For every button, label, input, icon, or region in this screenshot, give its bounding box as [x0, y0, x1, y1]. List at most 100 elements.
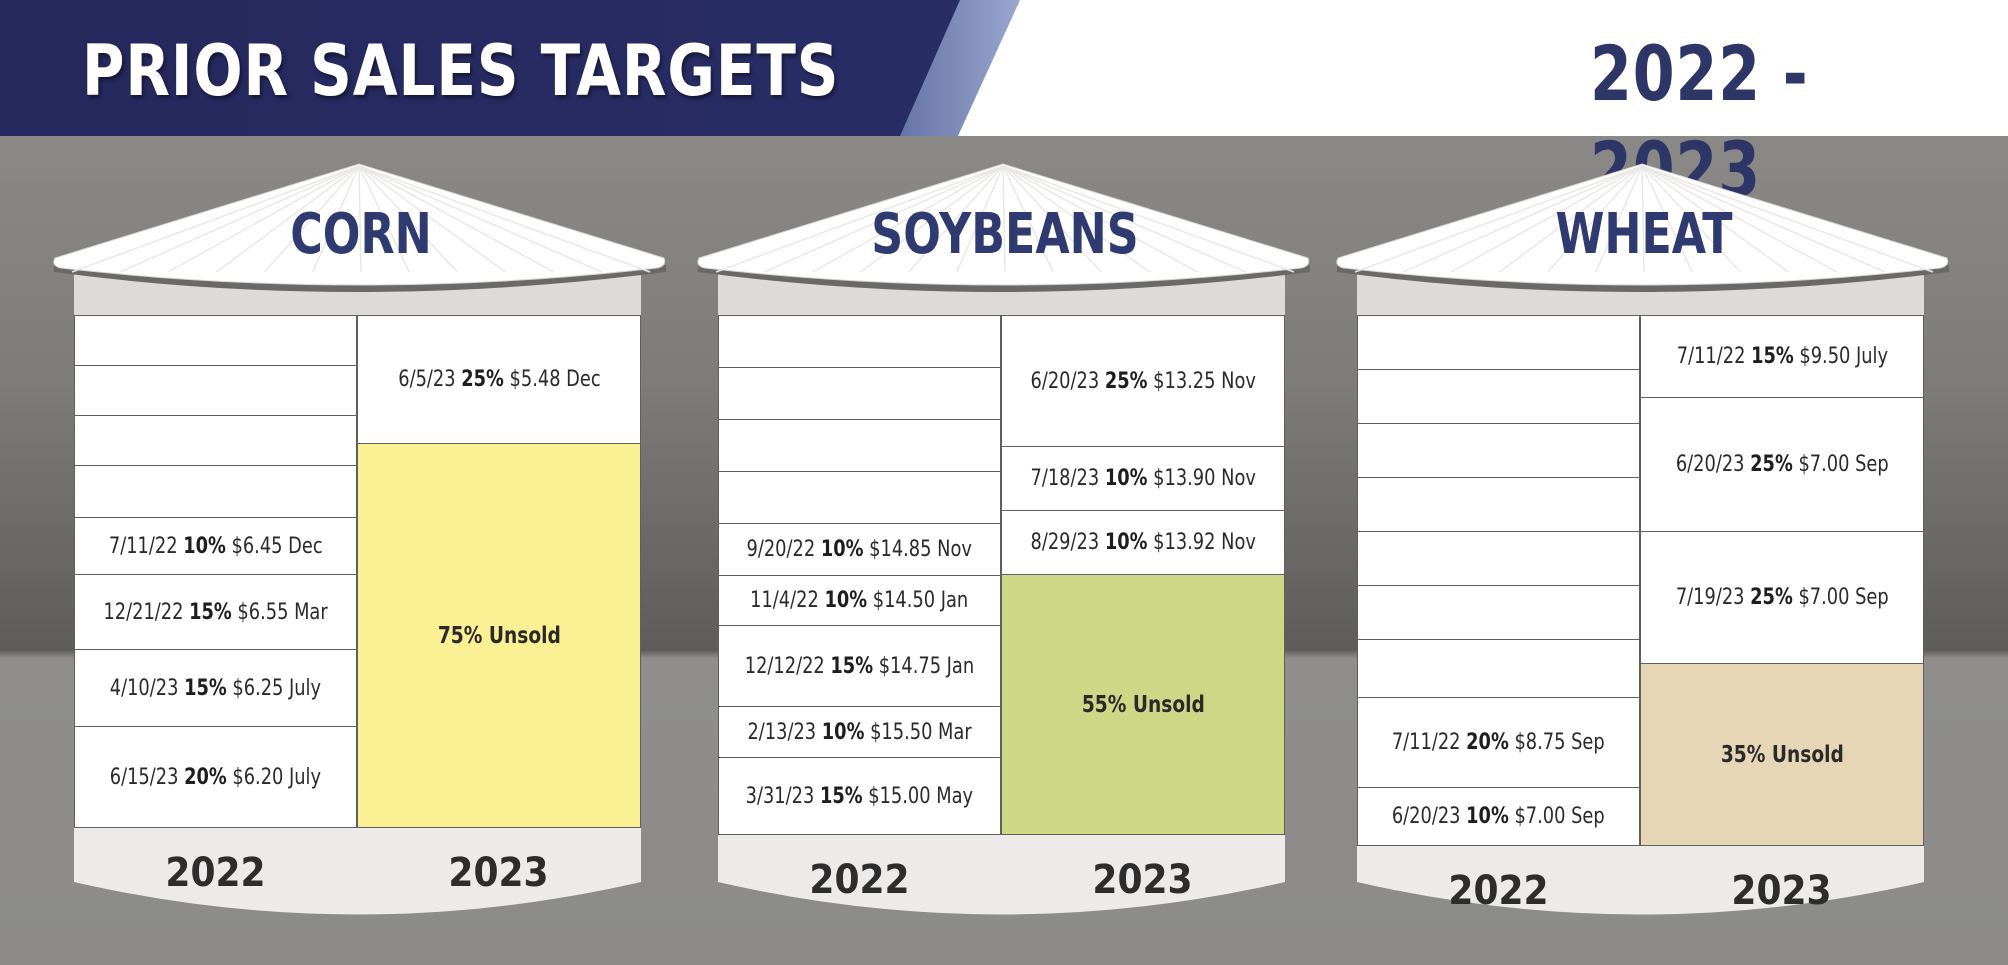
sale-row: 4/10/23 15% $6.25 July	[74, 649, 357, 727]
sale-entry-text: 6/20/23 25% $13.25 Nov	[1030, 369, 1255, 394]
column-label-2023: 2023	[448, 850, 549, 896]
sale-entry-text: 12/21/22 15% $6.55 Mar	[103, 600, 327, 625]
empty-row	[1357, 315, 1640, 370]
empty-row	[1357, 531, 1640, 586]
sale-price: $9.50 July	[1798, 344, 1888, 369]
sale-row: 7/11/22 10% $6.45 Dec	[74, 517, 357, 575]
sale-row: 2/13/23 10% $15.50 Mar	[718, 706, 1001, 758]
silo-roof	[53, 163, 666, 286]
sale-percent: 15%	[189, 599, 232, 625]
roof-rib	[1402, 165, 1643, 273]
sale-entry-text: 2/13/23 10% $15.50 Mar	[747, 720, 971, 745]
year-range: 2022 - 2023	[1590, 29, 1809, 214]
sale-entry-text: 3/31/23 15% $15.00 May	[746, 784, 973, 809]
silo-title: CORN	[290, 202, 432, 267]
sale-date: 8/29/23	[1030, 530, 1099, 555]
roof-rib	[1641, 165, 1934, 273]
sale-row: 6/20/23 25% $7.00 Sep	[1640, 397, 1924, 532]
empty-row	[1357, 639, 1640, 698]
sale-row: 6/15/23 20% $6.20 July	[74, 726, 357, 828]
sale-date: 7/11/22	[108, 533, 178, 559]
sale-row: 12/12/22 15% $14.75 Jan	[718, 625, 1001, 707]
roof-rib	[1641, 165, 1838, 273]
empty-row	[1357, 477, 1640, 532]
sale-percent: 25%	[1749, 452, 1793, 477]
unsold-label: 75% Unsold	[437, 622, 561, 649]
sale-price: $14.85 Nov	[869, 537, 973, 562]
sale-price: $8.75 Sep	[1514, 730, 1605, 755]
silo-roof	[1336, 163, 1949, 286]
sale-entry-text: 7/18/23 10% $13.90 Nov	[1030, 466, 1255, 491]
roof-rib	[1450, 165, 1643, 273]
sale-row: 8/29/23 10% $13.92 Nov	[1001, 510, 1285, 575]
sale-price: $7.00 Sep	[1798, 452, 1889, 477]
empty-row	[718, 471, 1001, 524]
sale-price: $5.48 Dec	[509, 367, 601, 392]
sales-table: 7/11/22 10% $6.45 Dec 12/21/22 15% $6.55 …	[74, 315, 641, 828]
sale-price: $14.50 Jan	[873, 588, 969, 613]
sale-price: $6.45 Dec	[231, 533, 323, 559]
roof-rib	[1499, 165, 1643, 273]
sale-percent: 20%	[184, 764, 227, 790]
roof-shadow	[698, 265, 1310, 292]
empty-row	[74, 315, 357, 366]
sale-date: 7/19/23	[1675, 585, 1745, 610]
sale-date: 6/5/23	[397, 367, 456, 392]
roof-shadow	[54, 265, 666, 292]
sale-price: $7.00 Sep	[1798, 585, 1889, 610]
sale-price: $13.90 Nov	[1152, 466, 1256, 491]
roof-rib	[1002, 165, 1006, 273]
roof-rib	[358, 165, 506, 273]
column-label-2022: 2022	[1448, 868, 1549, 914]
unsold-block: 35% Unsold	[1640, 663, 1924, 846]
sale-row: 9/20/22 10% $14.85 Nov	[718, 523, 1001, 576]
roof-rib	[811, 165, 1004, 273]
column-label-2023: 2023	[1731, 868, 1832, 914]
sale-date: 4/10/23	[109, 675, 179, 701]
sale-row: 6/20/23 10% $7.00 Sep	[1357, 787, 1640, 846]
sale-percent: 15%	[830, 653, 874, 679]
roof-rib	[167, 165, 360, 273]
sale-date: 3/31/23	[745, 783, 815, 809]
sale-row: 7/11/22 20% $8.75 Sep	[1357, 697, 1640, 788]
sale-price: $13.92 Nov	[1152, 530, 1256, 555]
sale-percent: 10%	[821, 537, 864, 562]
empty-row	[718, 315, 1001, 368]
sale-entry-text: 6/20/23 25% $7.00 Sep	[1676, 452, 1889, 477]
sale-row: 7/18/23 10% $13.90 Nov	[1001, 446, 1285, 511]
sale-date: 6/20/23	[1030, 368, 1099, 394]
sale-date: 12/21/22	[103, 599, 184, 625]
sale-price: $15.50 Mar	[870, 719, 972, 745]
roof-rib	[358, 165, 362, 273]
roof-rib	[1641, 165, 1693, 273]
sale-price: $6.25 July	[232, 675, 322, 701]
sale-row: 3/31/23 15% $15.00 May	[718, 757, 1001, 835]
sale-percent: 10%	[824, 588, 868, 613]
roof-rib	[1002, 165, 1054, 273]
roof-shadow	[1337, 265, 1949, 292]
sale-price: $6.55 Mar	[237, 599, 328, 625]
roof-rib	[71, 165, 360, 273]
sale-date: 2/13/23	[747, 719, 817, 745]
empty-row	[718, 419, 1001, 472]
roof-rib	[1002, 165, 1199, 273]
unsold-label: 55% Unsold	[1081, 691, 1205, 718]
silo-corn: CORN 7/11/22 10% $6.45 Dec 12/21/22 15% $6…	[52, 162, 670, 942]
sale-row: 6/20/23 25% $13.25 Nov	[1001, 315, 1285, 447]
sale-percent: 10%	[1104, 530, 1148, 555]
roof-rib	[1354, 165, 1643, 273]
sale-percent: 15%	[820, 783, 863, 809]
sale-percent: 20%	[1466, 730, 1510, 755]
header-band	[0, 0, 960, 136]
empty-row	[1357, 423, 1640, 478]
column-label-2022: 2022	[809, 857, 910, 903]
sale-price: $6.20 July	[232, 764, 322, 790]
sale-entry-text: 6/15/23 20% $6.20 July	[110, 765, 321, 790]
sale-percent: 10%	[182, 533, 226, 559]
sale-date: 6/15/23	[109, 764, 179, 790]
empty-row	[74, 365, 357, 416]
roof-rib	[1641, 165, 1886, 273]
sale-percent: 15%	[1750, 344, 1794, 369]
empty-row	[1357, 585, 1640, 640]
roof-rib	[1641, 165, 1741, 273]
